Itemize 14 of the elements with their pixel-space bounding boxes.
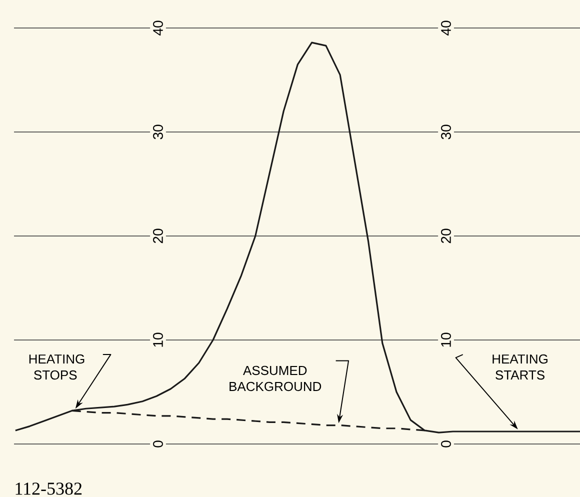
- y2-tick-label: 0: [441, 440, 451, 448]
- y2-tick-label: 20: [441, 228, 451, 244]
- annotation: HEATING STOPS: [29, 354, 84, 380]
- y-tick-label: 20: [153, 228, 163, 244]
- y2-tick-label: 40: [441, 20, 451, 36]
- y-tick-label: 30: [153, 124, 163, 140]
- y-tick-label: 10: [153, 332, 163, 347]
- y2-tick-label: 30: [441, 124, 451, 140]
- annotation: HEATING STARTS: [492, 354, 548, 380]
- y-tick-label: 40: [153, 20, 163, 36]
- y2-tick-label: 10: [441, 332, 451, 347]
- annotation: ASSUMED BACKGROUND: [230, 366, 322, 392]
- y-tick-label: 0: [153, 440, 163, 448]
- text: 112-5382: [16, 482, 82, 495]
